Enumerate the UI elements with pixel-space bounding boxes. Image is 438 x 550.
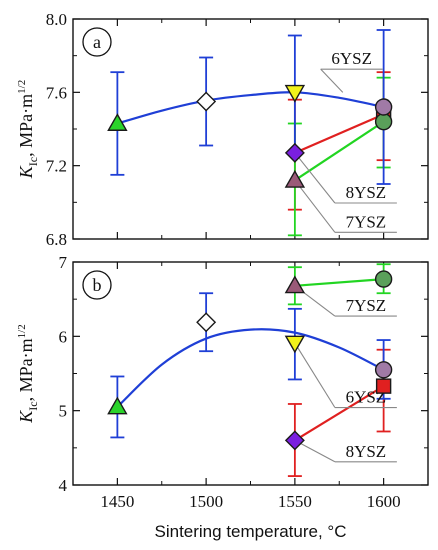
panel-label-circle	[82, 270, 112, 300]
y-tick-label: 4	[59, 476, 68, 495]
marker-7YSZ-1600	[374, 112, 393, 131]
marker-8YSZ-1550	[284, 430, 305, 451]
x-axis-label: Sintering temperature, °C	[155, 522, 347, 541]
annotation-leader	[294, 439, 336, 463]
annotation-label-6YSZ: 6YSZ	[331, 49, 372, 68]
x-tick-label: 1500	[189, 492, 223, 511]
series-line-7YSZ	[294, 277, 384, 287]
marker-7YSZ-1550	[284, 169, 306, 188]
series-line-7YSZ	[294, 120, 385, 182]
panel-label: b	[93, 275, 102, 295]
annotation-label-8YSZ: 8YSZ	[346, 183, 387, 202]
annotation-leader	[294, 342, 336, 408]
y-tick-label: 7	[59, 253, 68, 272]
marker-7YSZ-1550	[284, 275, 306, 294]
annotation-leader	[294, 179, 336, 233]
marker-8YSZ-1600	[375, 378, 392, 394]
marker-1600	[374, 361, 393, 379]
annotation-label-7YSZ: 7YSZ	[346, 296, 387, 315]
x-tick-label: 1550	[278, 492, 312, 511]
annotation-leader	[294, 152, 336, 204]
y-tick-label: 5	[59, 402, 68, 421]
series-line-8YSZ	[294, 385, 385, 442]
y-tick-label: 7.2	[46, 157, 67, 176]
y-tick-label: 6.8	[46, 230, 67, 249]
marker-8YSZ-1550	[284, 142, 305, 163]
marker-1550	[284, 335, 306, 354]
x-tick-label: 1600	[367, 492, 401, 511]
annotation-label-8YSZ: 8YSZ	[346, 442, 387, 461]
marker-7YSZ-1600	[374, 270, 393, 288]
marker-1450	[107, 113, 128, 131]
panel-a: 6.8 7.2 7.6 8.0 KIc, MPa·m1/2 a 6YSZ 8YSZ 7YSZ	[16, 10, 429, 249]
series-line-8YSZ	[294, 113, 385, 154]
fit-curve	[116, 328, 385, 408]
marker-1500	[196, 91, 217, 112]
panel-label: a	[93, 32, 101, 52]
y-tick-label: 8.0	[46, 10, 67, 29]
panel-label-circle	[82, 27, 112, 57]
y-tick-label: 7.6	[46, 83, 67, 102]
marker-1500	[196, 312, 217, 333]
y-axis-label: KIc, MPa·m1/2	[16, 324, 40, 423]
annotation-label-7YSZ: 7YSZ	[346, 212, 387, 231]
fit-curve	[117, 91, 384, 125]
y-tick-label: 6	[59, 327, 68, 346]
y-axis-label: KIc, MPa·m1/2	[16, 80, 40, 179]
marker-1450	[107, 396, 128, 415]
marker-1550	[284, 84, 306, 103]
marker-1600	[374, 98, 393, 116]
x-tick-label: 1450	[100, 492, 134, 511]
annotation-leader	[320, 68, 344, 93]
